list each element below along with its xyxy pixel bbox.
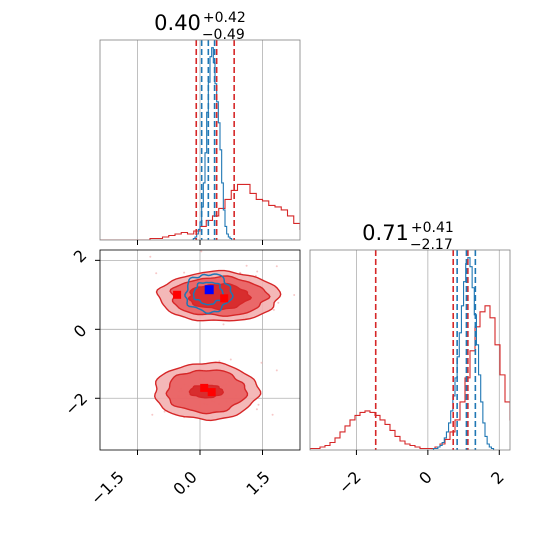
blue-contour-level-0 bbox=[184, 273, 234, 315]
red-square-marker-3 bbox=[207, 388, 216, 397]
contour-ytick-label-2: −2 bbox=[61, 389, 91, 419]
red-square-marker-1 bbox=[220, 294, 229, 303]
contour-ytick-label-1: 0 bbox=[70, 321, 91, 342]
hist-x-blue-histogram bbox=[191, 47, 234, 240]
contour-panel: −1.5 0.0 1.5 2 0 −2 bbox=[61, 246, 349, 508]
contour-scatter-point bbox=[272, 308, 275, 311]
hist-y-title: 0.71 +0.41 −2.17 bbox=[362, 220, 454, 253]
hist-y-red-histogram bbox=[310, 305, 510, 450]
hist-x-content bbox=[100, 40, 300, 240]
hist-y-title-value: 0.71 bbox=[362, 221, 409, 245]
hist-x-title-minus: −0.49 bbox=[202, 27, 245, 43]
contour-scatter-point bbox=[277, 301, 280, 304]
hist-y-title-plus: +0.41 bbox=[411, 220, 454, 236]
hist-x-title: 0.40 +0.42 −0.49 bbox=[154, 10, 246, 43]
contour-scatter-point bbox=[183, 271, 186, 274]
contour-xtick-label-1: 0.0 bbox=[169, 467, 200, 498]
hist-y-panel: 0.71 +0.41 −2.17 −2 0 2 bbox=[309, 220, 511, 498]
contour-scatter-point bbox=[275, 265, 278, 268]
contour-scatter-point bbox=[151, 413, 154, 416]
contour-scatter-point bbox=[260, 361, 263, 364]
contour-scatter-point bbox=[155, 272, 158, 275]
contour-content bbox=[149, 250, 349, 422]
contour-scatter-point bbox=[149, 255, 152, 258]
hist-x-panel: 0.40 +0.42 −0.49 bbox=[99, 10, 301, 245]
contour-scatter-point bbox=[163, 410, 166, 413]
hist-y-xtick-label-0: −2 bbox=[335, 467, 365, 497]
contour-scatter-point bbox=[222, 323, 225, 326]
hist-y-grid bbox=[356, 250, 500, 450]
hist-x-grid bbox=[137, 40, 263, 240]
contour-ytick-label-0: 2 bbox=[70, 246, 91, 267]
hist-x-title-plus: +0.42 bbox=[203, 10, 246, 26]
contour-scatter-point bbox=[271, 413, 274, 416]
blue-contour-level-1 bbox=[192, 281, 225, 306]
contour-scatter-point bbox=[293, 294, 296, 296]
hist-y-frame bbox=[309, 249, 511, 451]
contour-xtick-label-2: 1.5 bbox=[242, 467, 273, 498]
hist-y-xtick-label-1: 0 bbox=[415, 467, 436, 488]
contour-scatter-point bbox=[347, 290, 349, 292]
contour-xtick-label-0: −1.5 bbox=[87, 467, 128, 508]
red-square-marker-0 bbox=[173, 290, 182, 299]
hist-y-xtick-label-2: 2 bbox=[487, 467, 508, 488]
blue-square-marker bbox=[204, 285, 214, 295]
contour-scatter-point bbox=[257, 403, 260, 406]
hist-x-ticks bbox=[137, 240, 263, 245]
hist-y-content bbox=[310, 250, 510, 450]
contour-scatter-point bbox=[245, 264, 248, 267]
contour-scatter-point bbox=[200, 250, 203, 253]
contour-scatter-point bbox=[255, 408, 258, 411]
contour-scatter-point bbox=[229, 358, 232, 361]
hist-x-red-histogram bbox=[100, 183, 300, 240]
hist-x-title-value: 0.40 bbox=[154, 11, 201, 35]
hist-y-blue-histogram bbox=[431, 257, 495, 450]
contour-scatter-point bbox=[256, 270, 259, 273]
contour-scatter-point bbox=[275, 369, 278, 372]
hist-y-ticks bbox=[355, 450, 500, 455]
hist-y-title-minus: −2.17 bbox=[410, 237, 453, 253]
red-square-marker-2 bbox=[200, 383, 209, 392]
contour-scatter-point bbox=[239, 271, 242, 274]
contour-scatter-point bbox=[218, 360, 221, 363]
contour-ticks bbox=[95, 259, 263, 455]
